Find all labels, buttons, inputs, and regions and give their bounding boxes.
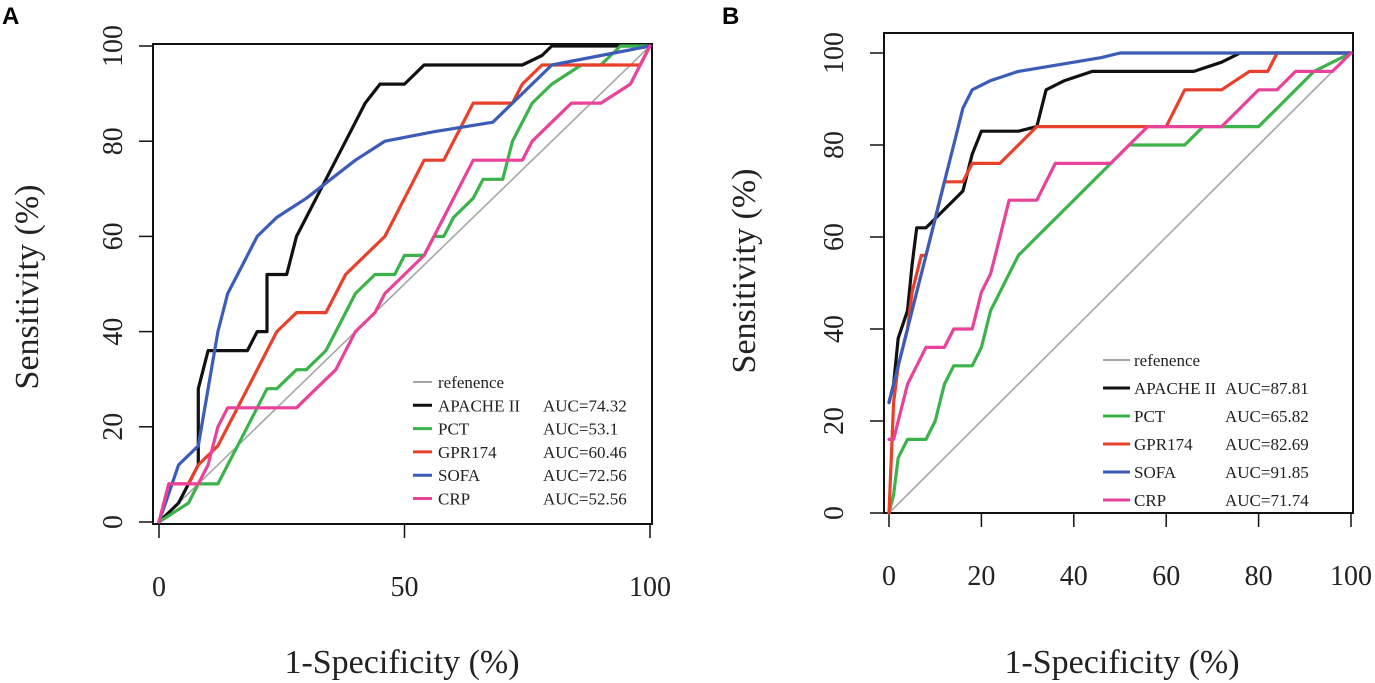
y-axis-title: Sensitivity (%)	[9, 185, 46, 390]
x-tick-label: 100	[629, 572, 671, 603]
legend-label: refenence	[438, 373, 504, 392]
y-tick-label: 40	[819, 315, 850, 343]
y-tick-label: 20	[98, 413, 129, 441]
legend-auc: AUC=91.85	[1225, 463, 1309, 482]
y-tick-label: 80	[98, 127, 129, 155]
legend-label: PCT	[1134, 407, 1166, 426]
legend-auc: AUC=74.32	[543, 396, 627, 415]
series-line-pct	[157, 44, 652, 524]
y-tick-label: 60	[819, 223, 850, 251]
legend-auc: AUC=71.74	[1225, 491, 1309, 510]
legend-label: PCT	[438, 420, 470, 439]
legend-label: refenence	[1134, 351, 1200, 370]
legend-auc: AUC=87.81	[1225, 379, 1309, 398]
x-tick-label: 100	[1330, 561, 1372, 592]
panel-a: A 0 50 100 0 20 40 60 80 100 1-Specificity (%) Sens…	[2, 3, 671, 681]
legend-label: SOFA	[438, 466, 481, 485]
series-line-refenence	[888, 52, 1352, 514]
legend-label: CRP	[438, 490, 470, 509]
x-axis-title: 1-Specificity (%)	[1004, 644, 1239, 681]
y-tick-label: 100	[98, 25, 129, 67]
legend-auc: AUC=72.56	[543, 466, 627, 485]
legend-label: GPR174	[1134, 435, 1193, 454]
y-tick-label: 100	[819, 32, 850, 74]
legend-label: SOFA	[1134, 463, 1177, 482]
legend-label: CRP	[1134, 491, 1166, 510]
series-line-apache-ii	[887, 51, 1353, 405]
panel-label: B	[722, 3, 739, 30]
series-line-sofa	[157, 44, 652, 524]
legend-auc: AUC=52.56	[543, 490, 627, 509]
series-line-crp	[887, 51, 1353, 441]
x-tick-label: 0	[882, 561, 896, 592]
x-tick-label: 40	[1060, 561, 1088, 592]
x-axis-title: 1-Specificity (%)	[284, 644, 519, 681]
x-tick-label: 80	[1245, 561, 1273, 592]
plot-frame	[883, 32, 1354, 514]
legend-label: APACHE II	[438, 396, 520, 415]
y-tick-label: 20	[819, 407, 850, 435]
series-line-apache-ii	[157, 44, 652, 524]
x-tick-label: 0	[152, 572, 166, 603]
y-tick-label: 40	[98, 318, 129, 346]
y-tick-label: 60	[98, 222, 129, 250]
y-tick-label: 80	[819, 131, 850, 159]
legend-label: GPR174	[438, 443, 497, 462]
series-line-gpr174	[157, 44, 652, 524]
legend-label: APACHE II	[1134, 379, 1216, 398]
y-axis-title: Sensitivity (%)	[726, 169, 763, 374]
y-tick-label: 0	[819, 506, 850, 520]
series-line-pct	[887, 51, 1353, 515]
panel-b: B 0 20 40 60 80 100 0 20 40 60 80 100 1-Specificity (…	[722, 3, 1372, 681]
legend-auc: AUC=65.82	[1225, 407, 1309, 426]
series-line-crp	[157, 44, 652, 524]
legend-auc: AUC=82.69	[1225, 435, 1309, 454]
series-line-sofa	[887, 51, 1353, 405]
y-tick-label: 0	[98, 515, 129, 529]
plot-frame	[152, 43, 653, 525]
x-tick-label: 20	[967, 561, 995, 592]
panel-label: A	[2, 3, 19, 30]
legend-auc: AUC=60.46	[543, 443, 627, 462]
x-tick-label: 50	[391, 572, 419, 603]
series-line-gpr174	[887, 51, 1353, 515]
x-tick-label: 60	[1152, 561, 1180, 592]
legend-auc: AUC=53.1	[543, 420, 618, 439]
